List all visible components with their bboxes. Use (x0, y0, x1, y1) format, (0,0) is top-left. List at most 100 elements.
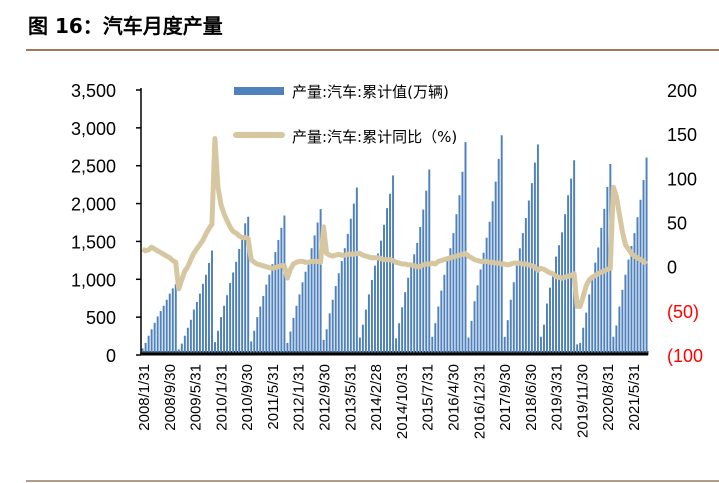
bar (621, 289, 624, 355)
bar (413, 254, 416, 355)
bar (229, 283, 232, 355)
bar (162, 305, 165, 355)
bar (220, 317, 223, 355)
bar (295, 305, 298, 355)
bar (642, 180, 645, 355)
bar (515, 265, 518, 355)
left-tick-label: 2,000 (71, 195, 116, 215)
bar (552, 272, 554, 355)
bar (286, 342, 289, 355)
x-tick-label: 2010/1/31 (213, 364, 230, 431)
bar (588, 294, 591, 355)
bar (473, 301, 476, 355)
bar (141, 348, 144, 355)
bar (177, 349, 180, 355)
bar (198, 293, 201, 355)
bar (277, 239, 280, 355)
bar (153, 322, 156, 355)
bar (376, 253, 379, 355)
bar (527, 200, 530, 355)
bar (633, 233, 636, 355)
bar (401, 307, 404, 355)
bar (398, 323, 401, 355)
bar (449, 248, 452, 355)
bar (331, 299, 334, 355)
bar (636, 217, 639, 355)
bar (431, 336, 434, 355)
bar (530, 183, 533, 355)
bar (503, 336, 506, 355)
bar (195, 302, 198, 355)
bar (482, 252, 485, 355)
legend: 产量:汽车:累计值(万辆) 产量:汽车:累计同比（%) (233, 83, 457, 146)
bar (440, 290, 443, 355)
right-tick-label: 200 (667, 81, 697, 101)
x-tick-label: 2012/1/31 (291, 364, 308, 431)
bar (494, 181, 497, 355)
bar (373, 265, 376, 355)
bar (570, 178, 573, 355)
bar (389, 193, 392, 355)
bar (171, 288, 174, 355)
bar (265, 284, 268, 355)
bar (521, 233, 524, 355)
figure-title: 图 16：汽车月度产量 (28, 14, 223, 38)
bar (509, 299, 512, 355)
bar (461, 171, 464, 355)
bar (322, 339, 325, 355)
bar (491, 201, 494, 355)
bar (603, 208, 606, 355)
left-tick-label: 500 (86, 308, 116, 328)
right-tick-label: (50) (667, 302, 699, 322)
bar (262, 295, 265, 355)
bar (558, 245, 561, 355)
x-tick-label: 2021/5/31 (626, 364, 643, 431)
x-tick-label: 2019/11/30 (574, 364, 591, 438)
bar (446, 259, 449, 355)
bar (226, 295, 229, 355)
bar (247, 216, 250, 355)
bar (211, 250, 213, 355)
bar (259, 306, 262, 355)
bar (467, 337, 470, 355)
bar (419, 227, 422, 355)
bar (591, 277, 594, 355)
bar (512, 282, 515, 355)
bar (159, 311, 162, 355)
right-tick-label: (100 (667, 346, 703, 366)
bar (573, 160, 576, 355)
bar (165, 299, 168, 355)
bar (416, 242, 419, 355)
bar (561, 232, 564, 355)
bar (183, 335, 186, 355)
bar (292, 317, 295, 355)
right-tick-label: 0 (667, 258, 677, 278)
legend-line-label: 产量:汽车:累计同比（%) (292, 128, 457, 146)
bar (235, 261, 238, 355)
x-tick-label: 2009/5/31 (188, 364, 205, 431)
bar (437, 306, 440, 355)
bar (319, 209, 322, 355)
bar (624, 274, 627, 355)
bar (627, 259, 630, 355)
bar (189, 319, 192, 355)
bar (518, 248, 521, 355)
bar (600, 227, 603, 355)
left-tick-label: 3,500 (71, 81, 116, 101)
bar (545, 303, 548, 355)
bar (564, 214, 567, 355)
bar (485, 237, 488, 355)
bar (464, 142, 467, 355)
bar (612, 336, 615, 355)
bar (524, 217, 527, 355)
bar (358, 337, 361, 355)
bar (241, 236, 244, 355)
bar (395, 338, 398, 355)
bar (204, 274, 207, 355)
bar (407, 277, 410, 355)
x-tick-label: 2011/5/31 (265, 364, 282, 430)
bar (214, 342, 216, 355)
bar (316, 222, 319, 355)
bar (434, 323, 437, 355)
bar (180, 343, 183, 355)
